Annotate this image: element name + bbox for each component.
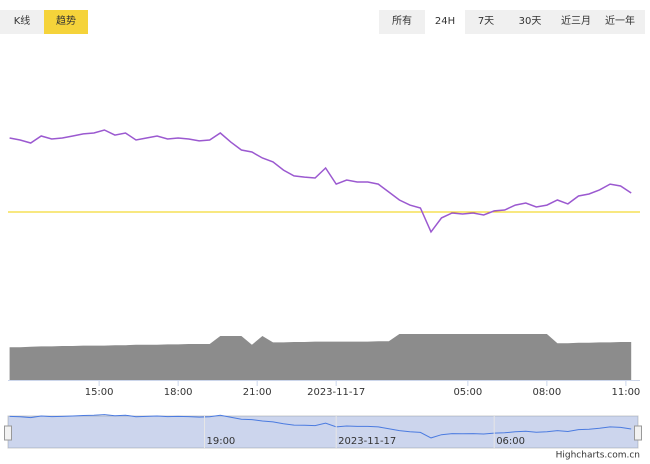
range-button[interactable]: 近三月	[555, 10, 597, 34]
x-tick-label: 18:00	[164, 387, 193, 398]
price-line	[9, 414, 632, 439]
navigator-series	[9, 414, 632, 439]
range-button[interactable]: 7天	[467, 10, 505, 34]
navigator-handle[interactable]	[4, 425, 12, 441]
range-button[interactable]: 30天	[507, 10, 553, 34]
range-button[interactable]: 24H	[425, 10, 465, 34]
volume-area	[9, 334, 632, 380]
x-tick-label: 15:00	[85, 387, 114, 398]
range-button[interactable]: K线	[0, 10, 44, 34]
navigator-label: 19:00	[206, 436, 235, 447]
range-button[interactable]: 趋势	[44, 10, 88, 34]
x-tick-label: 21:00	[243, 387, 272, 398]
x-tick-label: 05:00	[453, 387, 482, 398]
price-line	[9, 129, 632, 234]
navigator-handle[interactable]	[634, 425, 642, 441]
navigator-label: 2023-11-17	[338, 436, 396, 447]
range-button[interactable]: 近一年	[599, 10, 641, 34]
range-button[interactable]: 所有	[381, 10, 423, 34]
credit: Highcharts.com.cn	[556, 451, 640, 461]
x-tick-label: 08:00	[532, 387, 561, 398]
x-tick-label: 11:00	[611, 387, 640, 398]
x-tick-label: 2023-11-17	[307, 387, 365, 398]
navigator-label: 06:00	[496, 436, 525, 447]
